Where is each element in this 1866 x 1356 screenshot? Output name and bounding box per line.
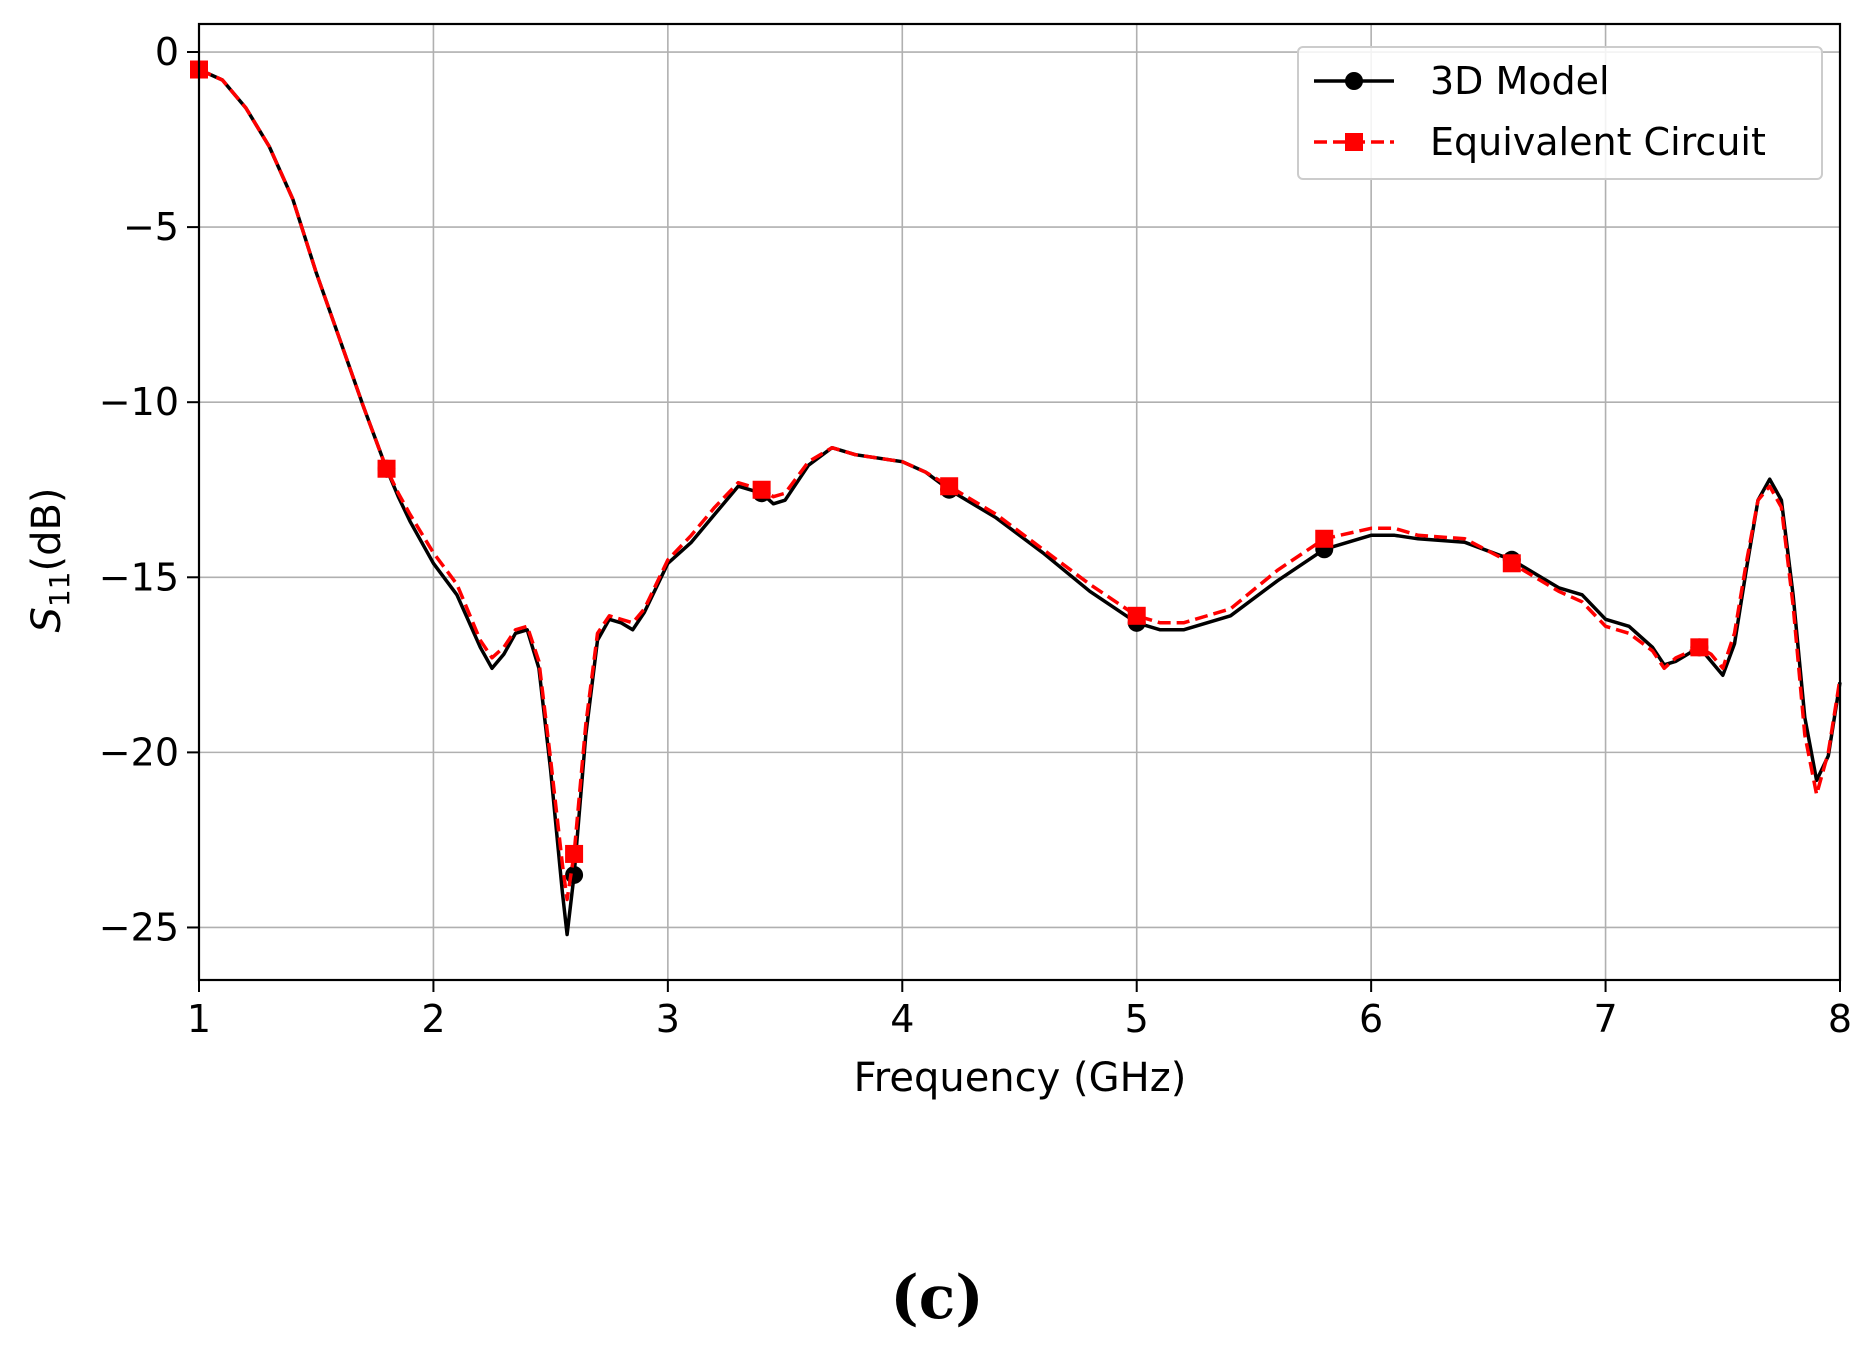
x-tick-label: 2 [421,997,445,1041]
x-tick-label: 6 [1359,997,1383,1041]
y-tick-label: −10 [99,380,179,424]
data-point-equivalent-circuit [1315,529,1334,548]
series-line-equivalent-circuit [198,67,1842,902]
y-tick-label: −20 [99,730,179,774]
x-axis-label: Frequency (GHz) [854,1055,1187,1101]
data-point-3d-model [565,865,584,884]
y-axis-label-subscript: 11 [43,572,76,608]
x-tick-label: 5 [1125,997,1149,1041]
x-tick-label: 7 [1593,997,1617,1041]
data-point-equivalent-circuit [752,480,771,499]
y-tick-label: 0 [155,30,179,74]
y-tick-label: −5 [123,205,179,249]
y-axis-label-suffix: (dB) [24,487,70,571]
grid-lines [198,24,1841,980]
legend: 3D Model Equivalent Circuit [1297,46,1823,180]
legend-label-equivalent-circuit: Equivalent Circuit [1430,120,1766,164]
x-tick-label: 8 [1828,997,1852,1041]
x-axis-ticks: 1 2 3 4 5 6 7 8 [187,980,1852,1041]
y-axis-label: S11(dB) [24,487,76,632]
x-tick-label: 4 [890,997,914,1041]
data-point-equivalent-circuit [1127,606,1146,625]
plot-series [190,60,1842,937]
y-tick-label: −25 [99,905,179,949]
y-tick-label: −15 [99,555,179,599]
data-point-equivalent-circuit [565,844,584,863]
x-tick-label: 1 [187,997,211,1041]
plot-area-frame [197,22,1842,982]
y-axis-label-base: S [24,607,70,632]
legend-box [1297,46,1823,180]
x-tick-label: 3 [656,997,680,1041]
legend-marker-equivalent-circuit [1345,133,1363,151]
data-point-equivalent-circuit [1502,554,1521,573]
legend-marker-3d-model [1345,72,1363,90]
y-axis-ticks: 0 −5 −10 −15 −20 −25 [99,30,199,949]
data-point-equivalent-circuit [1690,638,1709,657]
data-point-equivalent-circuit [377,459,396,478]
legend-label-3d-model: 3D Model [1430,59,1610,103]
figure-caption: (c) [890,1263,983,1333]
data-point-equivalent-circuit [940,477,959,496]
